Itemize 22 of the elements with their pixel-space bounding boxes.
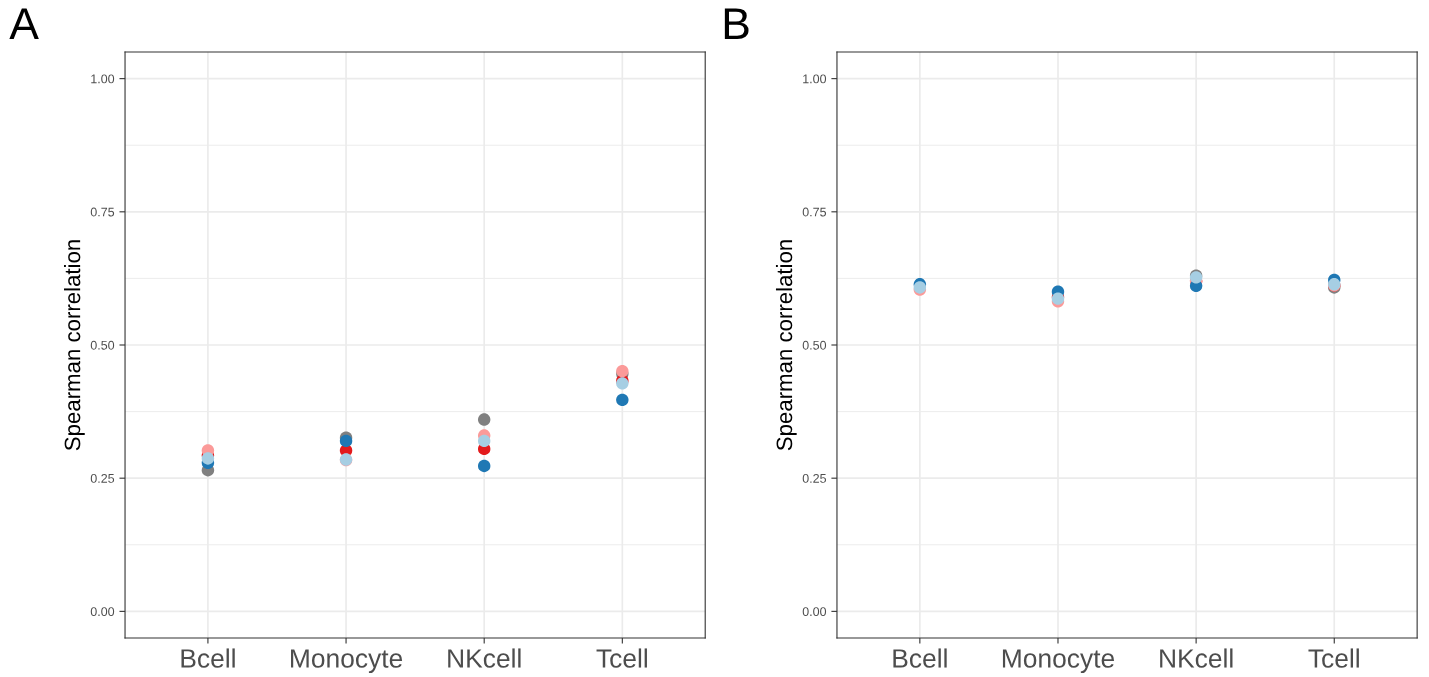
y-tick-label: 1.00 — [91, 74, 115, 84]
x-tick-label: Monocyte — [1002, 649, 1115, 674]
y-tick-label: 0.75 — [90, 207, 115, 217]
x-tick-label: Bcell — [893, 648, 947, 668]
chart-title: B — [724, 8, 749, 39]
y-tick-label: 0.50 — [802, 340, 827, 350]
x-tick-label: Tcell — [596, 648, 647, 668]
y-tick-label: 0.75 — [802, 207, 827, 217]
x-tick-label: Tcell — [1308, 648, 1359, 668]
x-tick-label: NKcell — [1160, 648, 1233, 668]
y-tick-label: 0.50 — [90, 340, 115, 350]
x-tick-label: Bcell — [181, 648, 235, 668]
chart-title: A — [9, 8, 39, 39]
x-tick-label: Monocyte — [291, 649, 403, 674]
y-tick-label: 0.25 — [802, 473, 827, 483]
y-axis-title: Spearman correlation — [64, 240, 85, 451]
y-tick-label: 1.00 — [803, 74, 827, 84]
y-axis-title: Spearman correlation — [775, 240, 797, 451]
y-tick-label: 0.00 — [90, 607, 115, 617]
y-tick-label: 0.25 — [90, 473, 115, 483]
x-tick-label: NKcell — [448, 648, 521, 668]
y-tick-label: 0.00 — [802, 607, 827, 617]
